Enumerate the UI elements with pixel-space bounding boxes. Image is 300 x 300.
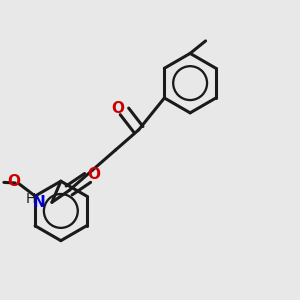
Text: H: H [26,192,36,206]
Text: O: O [88,167,100,182]
Text: O: O [111,101,124,116]
Text: O: O [7,174,20,189]
Text: N: N [33,195,46,210]
